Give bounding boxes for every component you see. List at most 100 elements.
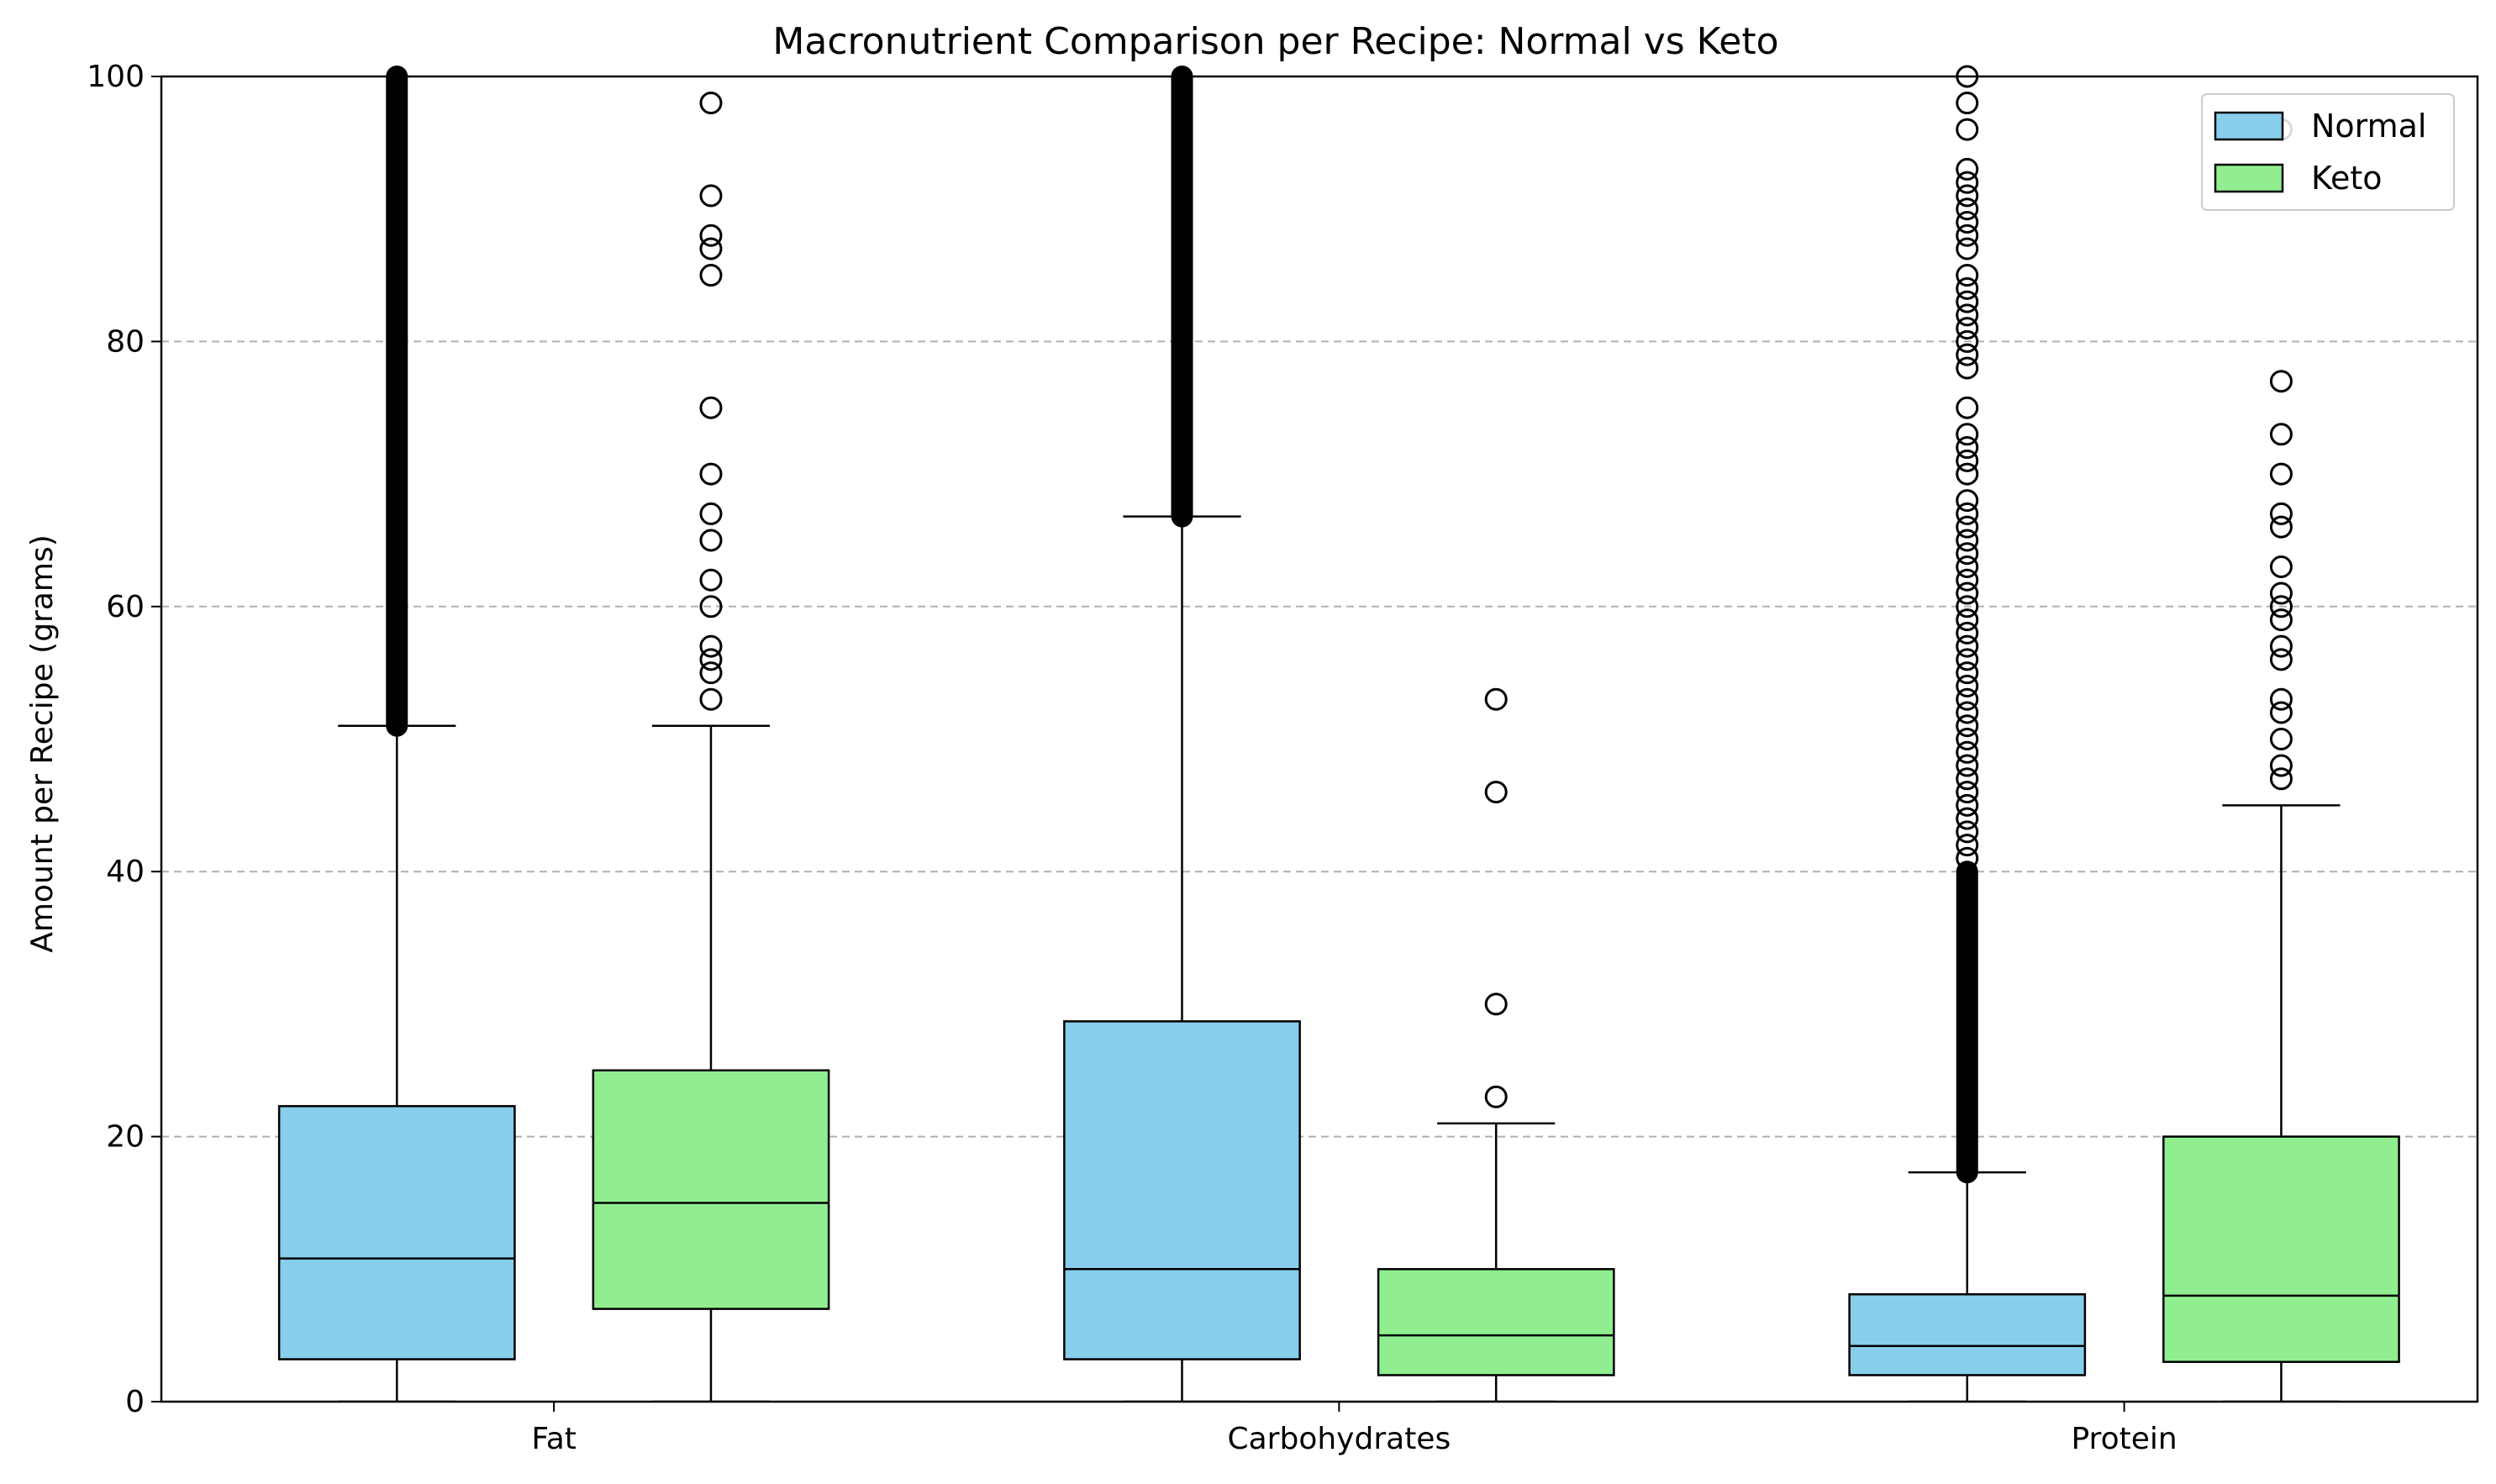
outlier-point bbox=[1956, 515, 1979, 539]
outlier-point bbox=[2269, 423, 2293, 446]
outlier-point bbox=[1956, 436, 1979, 460]
outlier-point bbox=[2269, 648, 2293, 671]
box-keto-protein bbox=[2162, 118, 2400, 1402]
outlier-point bbox=[1956, 754, 1979, 777]
outlier-point bbox=[1956, 356, 1979, 380]
outlier-band bbox=[1956, 860, 1978, 1184]
x-tick-label: Carbohydrates bbox=[1227, 1422, 1451, 1456]
outlier-point bbox=[1956, 714, 1979, 738]
outlier-point bbox=[1956, 621, 1979, 645]
outlier-point bbox=[2269, 502, 2293, 525]
y-tick-label: 60 bbox=[106, 590, 145, 624]
outlier-point bbox=[2269, 515, 2293, 539]
outlier-point bbox=[2269, 767, 2293, 791]
outlier-point bbox=[2269, 608, 2293, 632]
outlier-point bbox=[2269, 595, 2293, 618]
legend: Normal Keto bbox=[2201, 93, 2455, 211]
grid-lines bbox=[161, 340, 2478, 1138]
outlier-point bbox=[699, 396, 723, 419]
outlier-point bbox=[1956, 396, 1979, 419]
outlier-point bbox=[1956, 92, 1979, 115]
outlier-point bbox=[1956, 171, 1979, 194]
outlier-point bbox=[1956, 834, 1979, 857]
outlier-point bbox=[1956, 701, 1979, 724]
outlier-point bbox=[699, 264, 723, 287]
outlier-point bbox=[1956, 197, 1979, 221]
outlier-point bbox=[1956, 303, 1979, 327]
outlier-point bbox=[1956, 329, 1979, 353]
y-tick-label: 0 bbox=[125, 1385, 145, 1419]
outlier-point bbox=[1956, 807, 1979, 830]
x-tick-label: Protein bbox=[2071, 1422, 2177, 1456]
outlier-point bbox=[1956, 634, 1979, 658]
outlier-point bbox=[1956, 555, 1979, 578]
outlier-point bbox=[1956, 595, 1979, 618]
box-normal-protein bbox=[1848, 65, 2087, 1402]
outlier-point bbox=[2269, 555, 2293, 578]
outlier-point bbox=[1956, 184, 1979, 208]
iqr-box bbox=[1848, 1293, 2087, 1376]
legend-swatch bbox=[2214, 163, 2284, 193]
outlier-point bbox=[1956, 290, 1979, 313]
outlier-point bbox=[699, 595, 723, 618]
y-tick-label: 40 bbox=[106, 855, 145, 889]
outlier-point bbox=[1956, 237, 1979, 260]
outlier-point bbox=[1956, 581, 1979, 605]
outlier-point bbox=[1956, 118, 1979, 141]
outlier-point bbox=[1956, 846, 1979, 870]
y-tick-label: 100 bbox=[87, 60, 145, 94]
outlier-band bbox=[1171, 66, 1193, 528]
y-axis-label: Amount per Recipe (grams) bbox=[25, 534, 60, 953]
outlier-point bbox=[1956, 820, 1979, 844]
outlier-point bbox=[699, 568, 723, 592]
outlier-point bbox=[1956, 674, 1979, 697]
box-normal-fat bbox=[277, 66, 516, 1402]
legend-label: Normal bbox=[2311, 108, 2427, 145]
plot-frame bbox=[160, 75, 2479, 1403]
axes: 0 20 40 60 80 100 Fat Carbohydrates Protein bbox=[87, 60, 2479, 1456]
iqr-box bbox=[1377, 1268, 1615, 1376]
y-tick-label: 20 bbox=[106, 1120, 145, 1155]
outlier-band bbox=[386, 66, 408, 737]
outlier-point bbox=[2269, 634, 2293, 658]
outlier-point bbox=[1484, 687, 1508, 711]
box-series bbox=[277, 65, 2400, 1402]
box-keto-fat bbox=[592, 92, 830, 1402]
outlier-point bbox=[1956, 224, 1979, 247]
x-tick-label: Fat bbox=[531, 1422, 577, 1456]
iqr-box bbox=[277, 1105, 516, 1360]
outlier-point bbox=[699, 634, 723, 658]
outlier-point bbox=[1956, 529, 1979, 552]
outlier-point bbox=[699, 237, 723, 260]
outlier-point bbox=[1956, 489, 1979, 513]
outlier-point bbox=[1484, 1085, 1508, 1108]
chart-title: Macronutrient Comparison per Recipe: Nor… bbox=[772, 20, 1778, 63]
outlier-point bbox=[1956, 317, 1979, 340]
outlier-point bbox=[1956, 210, 1979, 234]
outlier-point bbox=[1956, 608, 1979, 632]
outlier-point bbox=[699, 529, 723, 552]
box-normal-carbohydrates bbox=[1063, 66, 1301, 1402]
outlier-point bbox=[2269, 701, 2293, 724]
outlier-point bbox=[699, 224, 723, 247]
iqr-box bbox=[592, 1069, 830, 1310]
outlier-point bbox=[1956, 793, 1979, 817]
outlier-point bbox=[699, 92, 723, 115]
outlier-point bbox=[1956, 276, 1979, 300]
outlier-point bbox=[699, 648, 723, 671]
outlier-point bbox=[2269, 754, 2293, 777]
outlier-point bbox=[699, 687, 723, 711]
outlier-point bbox=[1956, 423, 1979, 446]
outlier-point bbox=[2269, 462, 2293, 486]
box-keto-carbohydrates bbox=[1377, 687, 1615, 1402]
outlier-point bbox=[699, 502, 723, 525]
outlier-point bbox=[1956, 568, 1979, 592]
outlier-point bbox=[1956, 157, 1979, 181]
outlier-point bbox=[2269, 370, 2293, 393]
outlier-point bbox=[2269, 687, 2293, 711]
outlier-point bbox=[1956, 502, 1979, 525]
outlier-point bbox=[1956, 648, 1979, 671]
outlier-point bbox=[699, 462, 723, 486]
outlier-point bbox=[1956, 728, 1979, 750]
